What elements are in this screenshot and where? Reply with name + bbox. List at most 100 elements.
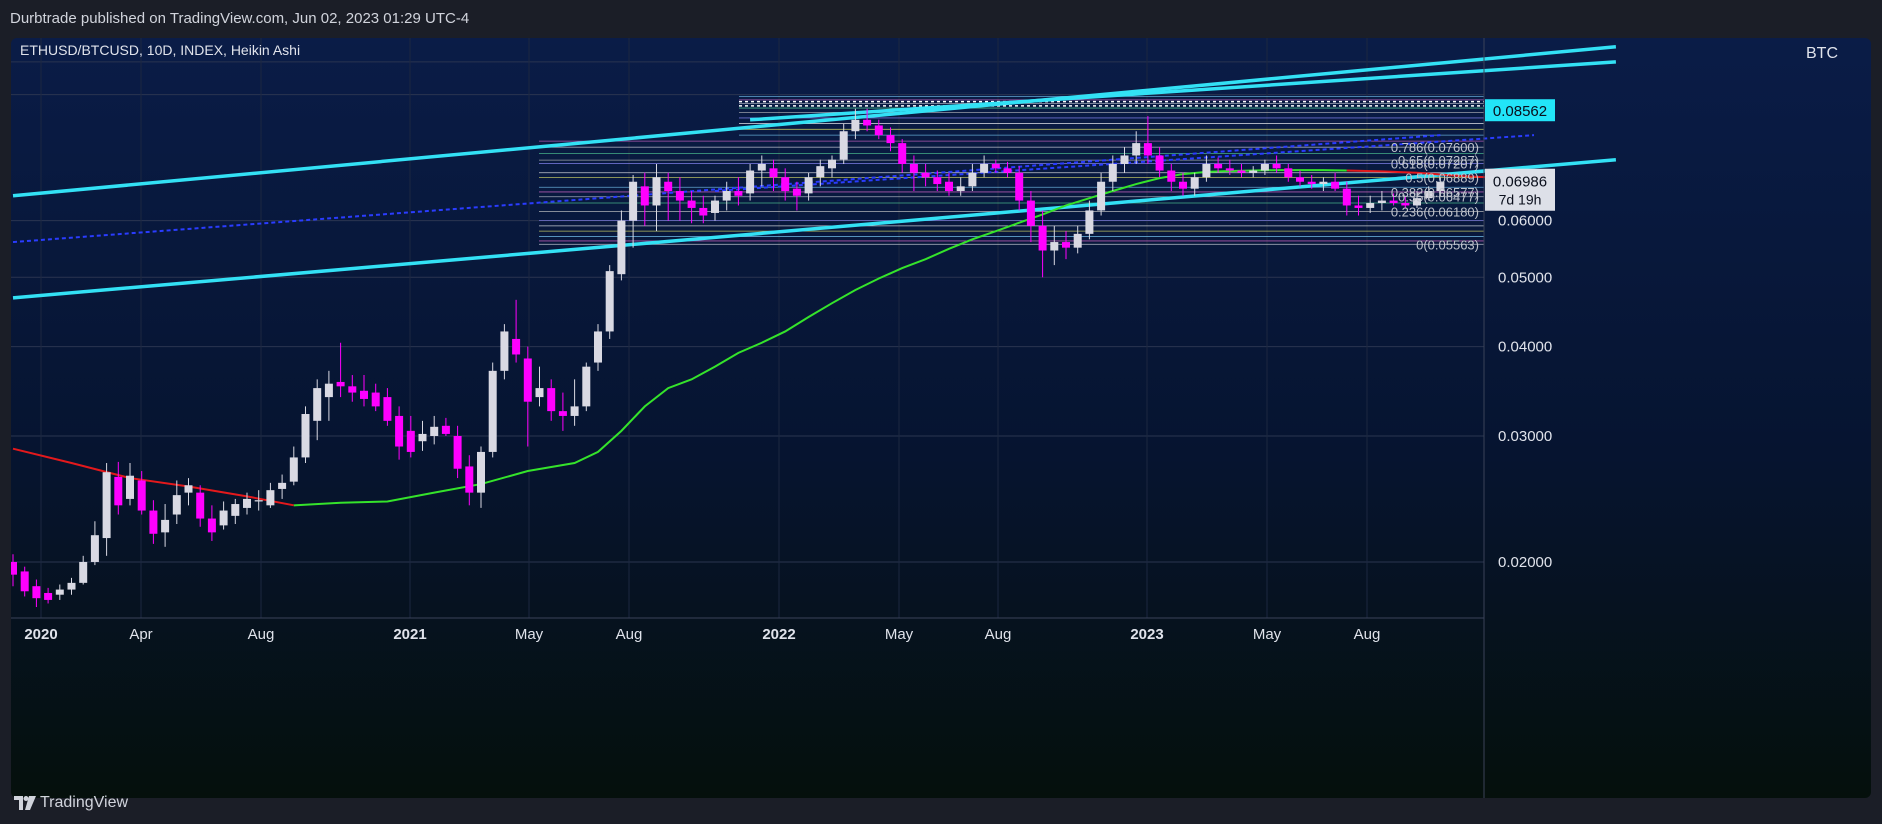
x-tick-label: Aug <box>248 626 275 643</box>
candle-body <box>746 170 755 194</box>
candle-body <box>991 163 1000 169</box>
chart-canvas[interactable]: 0.786(0.07600)0.65(0.07287)0.618(0.07207… <box>11 38 1871 798</box>
candle-body <box>1249 170 1258 173</box>
candle-body <box>512 338 521 355</box>
y-tick-label: 0.03000 <box>1498 428 1552 445</box>
bar-countdown-label: 7d 19h <box>1499 192 1542 208</box>
candle-body <box>1436 181 1445 192</box>
fib-label: 0.35(0.06477) <box>1398 190 1479 205</box>
tradingview-logo[interactable]: TradingView <box>14 794 128 812</box>
candle-body <box>11 561 17 575</box>
candle-body <box>1413 198 1421 206</box>
candle-body <box>1155 155 1164 171</box>
x-tick-label: 2023 <box>1130 626 1163 643</box>
candle-body <box>886 135 895 144</box>
fib-label: 0.786(0.07600) <box>1391 140 1479 155</box>
candle-body <box>1202 163 1211 178</box>
candle-body <box>582 366 591 407</box>
candle-body <box>547 388 556 412</box>
candle-body <box>243 498 251 508</box>
candle-body <box>184 485 193 493</box>
candle-body <box>79 561 88 583</box>
axes: 0.02000 0.03000 0.04000 0.05000 0.06000 2020 A… <box>11 38 1555 798</box>
candle-body <box>1214 163 1223 169</box>
fib-label: 0(0.05563) <box>1416 237 1479 252</box>
x-tick-label: May <box>515 626 544 643</box>
candle-body <box>477 451 485 493</box>
x-tick-label: Aug <box>1354 626 1381 643</box>
fib-label: 0.382(0.06577) <box>1391 185 1479 200</box>
candle-body <box>699 207 708 216</box>
x-tick-label: May <box>885 626 914 643</box>
candle-body <box>734 191 743 196</box>
candle-body <box>102 472 111 539</box>
candle-body <box>1389 200 1398 204</box>
candle-body <box>757 163 766 171</box>
candle-body <box>348 386 357 393</box>
candle-body <box>945 181 953 192</box>
channel-middle-line <box>749 60 1617 122</box>
candle-body <box>535 388 544 398</box>
x-tick-label: May <box>1253 626 1282 643</box>
candle-body <box>687 200 696 208</box>
y-tick-label: 0.06000 <box>1498 213 1552 230</box>
candle-body <box>371 392 380 407</box>
currency-label: BTC <box>1806 45 1838 62</box>
x-tick-label: Aug <box>985 626 1012 643</box>
channel-lower-line <box>12 157 1617 300</box>
candle-body <box>1284 168 1293 178</box>
x-tick-label: Apr <box>129 626 152 643</box>
candle-body <box>406 430 415 452</box>
candle-body <box>1038 225 1047 251</box>
candle-body <box>933 177 942 185</box>
candle-body <box>558 411 567 416</box>
candle-body <box>1085 210 1094 234</box>
candle-body <box>523 358 532 402</box>
candle-body <box>675 191 684 201</box>
current-price-label: 0.06986 <box>1493 174 1547 191</box>
candle-body <box>792 188 801 196</box>
footer: TradingView <box>0 790 1882 824</box>
candle-body <box>570 406 579 416</box>
candle-body <box>711 200 719 213</box>
dotted-trend-line-2 <box>714 134 1535 193</box>
candle-body <box>629 181 638 221</box>
x-tick-label: 2022 <box>762 626 795 643</box>
candle-body <box>1331 181 1340 189</box>
candle-body <box>324 383 333 398</box>
candle-body <box>313 388 322 421</box>
candle-body <box>465 466 474 493</box>
candle-body <box>980 163 989 173</box>
candle-body <box>1120 155 1129 164</box>
candle-body <box>1260 163 1269 171</box>
candle-body <box>617 220 626 275</box>
candle-body <box>956 186 965 192</box>
candle-body <box>605 271 614 332</box>
candle-body <box>207 518 216 533</box>
ma-red-line <box>12 447 294 507</box>
candle-body <box>1050 242 1059 251</box>
candle-body <box>20 571 29 592</box>
candle-body <box>90 535 99 562</box>
candle-body <box>1237 170 1246 173</box>
candle-body <box>1401 203 1410 206</box>
candle-body <box>418 433 427 442</box>
candle-body <box>1073 233 1082 248</box>
candle-body <box>863 119 872 126</box>
candle-body <box>172 495 181 515</box>
current-price-tag <box>1485 168 1555 211</box>
candle-body <box>453 435 462 469</box>
fib-labels: 0.786(0.07600)0.65(0.07287)0.618(0.07207… <box>1391 140 1479 252</box>
candle-body <box>219 510 228 526</box>
candle-body <box>266 490 275 506</box>
candle-body <box>114 476 123 506</box>
candle-body <box>1026 200 1035 226</box>
ma-red-line-late <box>1346 169 1488 179</box>
candle-body <box>441 425 450 434</box>
publish-header: Durbtrade published on TradingView.com, … <box>0 0 1882 38</box>
candle-body <box>968 172 977 187</box>
candles <box>11 108 1445 608</box>
candle-body <box>137 480 146 511</box>
candle-body <box>32 586 41 599</box>
candle-body <box>816 166 825 178</box>
